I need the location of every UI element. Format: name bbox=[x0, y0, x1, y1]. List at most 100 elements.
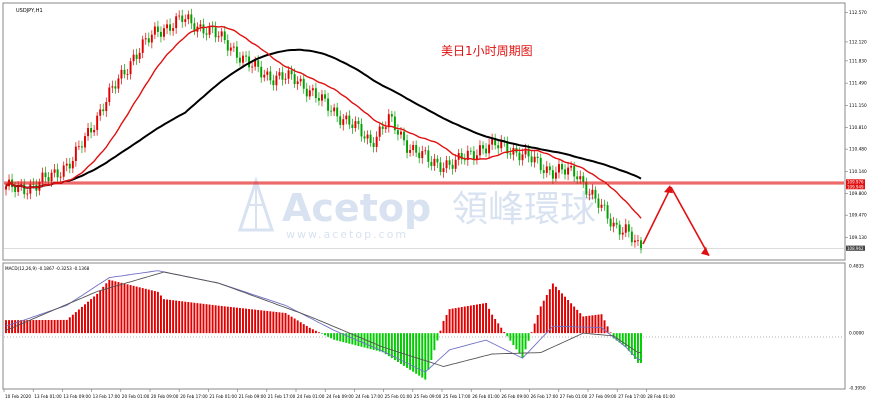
candle-body bbox=[636, 240, 639, 242]
arrow-down-segment bbox=[670, 186, 710, 257]
macd-bar bbox=[102, 286, 105, 334]
time-tick-label: 21 Feb 17:00 bbox=[268, 394, 296, 399]
macd-bar bbox=[153, 291, 156, 334]
time-tick-label: 21 Feb 09:00 bbox=[239, 394, 267, 399]
macd-bar bbox=[415, 333, 418, 374]
candle-body bbox=[433, 158, 436, 166]
candle-body bbox=[375, 136, 378, 147]
price-tick-label: 110.480 bbox=[849, 147, 867, 153]
candle-body bbox=[545, 166, 548, 173]
candle-body bbox=[205, 33, 208, 35]
candle-body bbox=[618, 224, 621, 235]
macd-bar bbox=[196, 303, 199, 334]
candle-body bbox=[129, 61, 132, 75]
candle-body bbox=[321, 94, 323, 101]
forecast-arrow bbox=[642, 185, 710, 257]
candle-body bbox=[77, 146, 80, 148]
candle-body bbox=[482, 145, 484, 149]
price-tag-label: 109.949 bbox=[847, 184, 864, 189]
candle-body bbox=[442, 168, 445, 172]
macd-bar bbox=[232, 307, 235, 334]
macd-bar bbox=[217, 305, 220, 334]
macd-bar bbox=[96, 293, 99, 334]
candle-body bbox=[71, 160, 74, 169]
macd-bar bbox=[636, 333, 639, 363]
macd-bar bbox=[387, 333, 390, 357]
candle-body bbox=[406, 140, 409, 153]
macd-bar bbox=[169, 299, 172, 334]
candle-body bbox=[248, 56, 251, 68]
candle-body bbox=[120, 69, 123, 79]
price-tick-label: 111.490 bbox=[849, 81, 867, 87]
candle-body bbox=[235, 46, 238, 58]
macd-bar bbox=[375, 333, 378, 351]
macd-bar bbox=[150, 290, 153, 334]
macd-tick-label: 0.0000 bbox=[849, 331, 864, 337]
candle-body bbox=[132, 54, 135, 62]
candle-body bbox=[633, 240, 636, 243]
macd-bar bbox=[159, 295, 162, 334]
macd-bar bbox=[594, 314, 597, 334]
macd-bar bbox=[5, 320, 7, 334]
macd-bar bbox=[451, 308, 454, 334]
macd-bar bbox=[287, 314, 290, 334]
macd-bar bbox=[181, 301, 184, 334]
candle-body bbox=[615, 222, 618, 225]
time-axis: 10 Feb 2020 13 Feb 01:00 13 Feb 09:00 13 Fe… bbox=[3, 389, 675, 399]
candle-body bbox=[263, 74, 266, 78]
macd-bar bbox=[11, 320, 14, 334]
macd-bar bbox=[35, 320, 38, 334]
candle-body bbox=[479, 145, 481, 156]
candle-body bbox=[621, 232, 624, 235]
macd-bar bbox=[412, 333, 415, 372]
candle-body bbox=[190, 14, 193, 24]
candle-body bbox=[193, 23, 196, 32]
candle-body bbox=[220, 31, 223, 37]
macd-bar bbox=[184, 301, 187, 334]
time-tick-label: 24 Feb 01:00 bbox=[297, 394, 325, 399]
candle-body bbox=[65, 163, 68, 166]
macd-bar bbox=[211, 304, 214, 334]
macd-bar bbox=[220, 305, 223, 334]
candle-body bbox=[463, 159, 466, 161]
candle-body bbox=[594, 189, 597, 199]
price-tick-label: 110.810 bbox=[849, 125, 867, 131]
macd-bar bbox=[448, 309, 451, 334]
candle-body bbox=[533, 156, 536, 163]
macd-bar bbox=[242, 308, 244, 334]
macd-bar bbox=[254, 309, 257, 334]
macd-bar bbox=[166, 299, 168, 334]
candle-body bbox=[102, 109, 105, 112]
time-tick-label: 10 Feb 2020 bbox=[5, 394, 31, 399]
candle-body bbox=[238, 57, 241, 63]
candle-body bbox=[105, 102, 108, 112]
chart-annotation: 美日1小时周期图 bbox=[441, 44, 533, 58]
macd-bar bbox=[445, 315, 448, 334]
time-tick-label: 13 Feb 09:00 bbox=[63, 394, 91, 399]
macd-bar bbox=[123, 283, 126, 334]
macd-bar bbox=[74, 312, 77, 334]
arrow-head-down-icon bbox=[701, 246, 709, 256]
macd-bar bbox=[515, 333, 518, 350]
macd-bar bbox=[494, 319, 497, 334]
time-tick-label: 26 Feb 17:00 bbox=[531, 394, 559, 399]
macd-bar bbox=[439, 330, 442, 334]
macd-bar bbox=[551, 283, 554, 334]
macd-bar bbox=[314, 330, 317, 334]
candle-body bbox=[603, 204, 606, 206]
candle-body bbox=[497, 145, 500, 149]
candle-body bbox=[427, 150, 430, 162]
macd-bar bbox=[400, 333, 402, 364]
candle-body bbox=[597, 198, 600, 208]
time-tick-label: 24 Feb 17:00 bbox=[355, 394, 383, 399]
macd-bar bbox=[90, 299, 93, 334]
candle-body bbox=[330, 110, 333, 112]
macd-bar bbox=[536, 315, 539, 334]
candle-body bbox=[333, 107, 336, 112]
candle-body bbox=[217, 36, 220, 38]
macd-bar bbox=[527, 333, 530, 341]
macd-bar bbox=[84, 304, 86, 334]
macd-bar bbox=[187, 302, 190, 334]
candle-body bbox=[485, 148, 488, 154]
price-tick-label: 109.800 bbox=[849, 191, 867, 197]
